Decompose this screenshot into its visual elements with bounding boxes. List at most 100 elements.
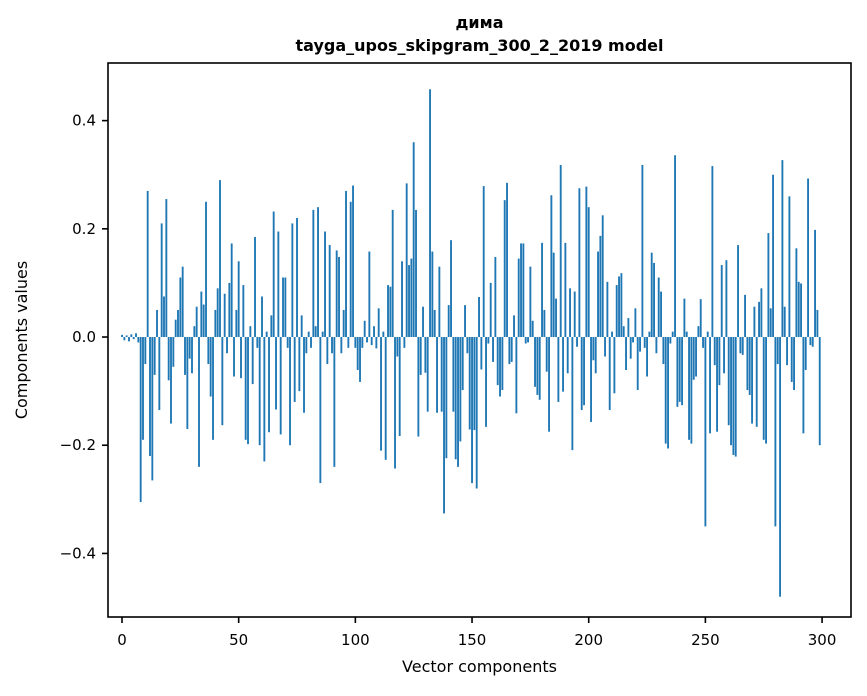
bar	[305, 337, 308, 354]
bar	[461, 337, 464, 391]
bar	[235, 309, 238, 338]
bar	[550, 195, 553, 338]
bar	[480, 337, 483, 370]
bar	[321, 331, 324, 338]
bar	[510, 337, 513, 362]
x-tick-label: 250	[691, 631, 720, 649]
bar	[741, 337, 744, 355]
bar	[382, 331, 385, 338]
bar	[312, 209, 315, 338]
bar	[359, 337, 361, 382]
bar	[802, 337, 805, 434]
bar	[632, 337, 634, 343]
bar	[179, 277, 182, 338]
bar	[181, 266, 184, 338]
bar	[412, 142, 415, 338]
bar	[667, 337, 669, 449]
bar	[590, 337, 592, 422]
bar	[277, 231, 280, 338]
bar	[207, 337, 210, 365]
bar	[426, 337, 429, 412]
bar	[153, 337, 156, 375]
bar	[734, 337, 737, 457]
bar	[333, 337, 336, 467]
bar	[403, 337, 406, 348]
bar	[592, 337, 595, 361]
y-tick-label: 0.0	[72, 328, 96, 346]
bar	[506, 182, 508, 338]
bar	[342, 309, 345, 338]
bar	[373, 326, 375, 338]
bar	[205, 201, 207, 338]
bar	[380, 337, 382, 451]
bar	[478, 296, 480, 338]
bar	[237, 261, 240, 338]
bar	[795, 248, 798, 338]
bar	[186, 337, 189, 429]
bar	[709, 337, 711, 434]
bar	[769, 308, 772, 338]
bar	[695, 337, 697, 377]
bar	[627, 318, 630, 338]
bar	[648, 331, 651, 338]
bar	[559, 164, 562, 338]
bar	[800, 283, 802, 338]
bar	[660, 291, 662, 338]
bar	[216, 288, 219, 338]
bar	[765, 337, 767, 444]
bar	[622, 326, 625, 338]
x-tick-label: 150	[458, 631, 487, 649]
bar	[142, 337, 144, 440]
bar	[457, 337, 459, 467]
bar	[520, 243, 522, 338]
bar	[464, 305, 466, 338]
bar	[328, 245, 331, 338]
y-tick-label: −0.2	[60, 436, 96, 454]
bar	[184, 337, 186, 375]
bar	[188, 337, 191, 359]
bar	[375, 337, 378, 349]
bar	[566, 337, 569, 374]
bar	[601, 215, 604, 338]
chart-title: дима	[455, 13, 503, 32]
bar	[450, 240, 452, 338]
bar	[790, 337, 793, 382]
bar	[340, 337, 343, 354]
bar	[657, 277, 660, 338]
bar	[209, 337, 212, 397]
bar	[501, 337, 504, 391]
bar	[396, 337, 399, 357]
bar	[139, 337, 142, 503]
bar	[419, 337, 422, 375]
bar	[604, 337, 606, 357]
bar	[440, 337, 443, 412]
bar	[688, 337, 690, 440]
bar	[125, 335, 128, 338]
bar	[473, 337, 476, 431]
bar	[363, 320, 366, 338]
plot-border	[107, 62, 852, 618]
bar	[608, 337, 611, 411]
bar	[146, 190, 149, 338]
bar	[779, 337, 781, 597]
bar	[774, 337, 777, 527]
bar	[529, 266, 532, 338]
bar	[354, 337, 357, 348]
bar	[751, 337, 753, 424]
bar	[156, 309, 158, 338]
bars-group	[121, 89, 821, 597]
bar	[130, 334, 133, 338]
bar	[599, 235, 602, 338]
y-tick-label: −0.4	[60, 544, 96, 562]
bar	[744, 294, 746, 338]
bar	[650, 252, 653, 338]
bar	[552, 252, 555, 338]
bar	[263, 337, 266, 462]
bar	[522, 243, 525, 338]
bar	[543, 309, 546, 338]
bar	[319, 337, 322, 484]
bar	[286, 337, 289, 348]
bar	[634, 308, 637, 338]
bar	[753, 306, 756, 338]
